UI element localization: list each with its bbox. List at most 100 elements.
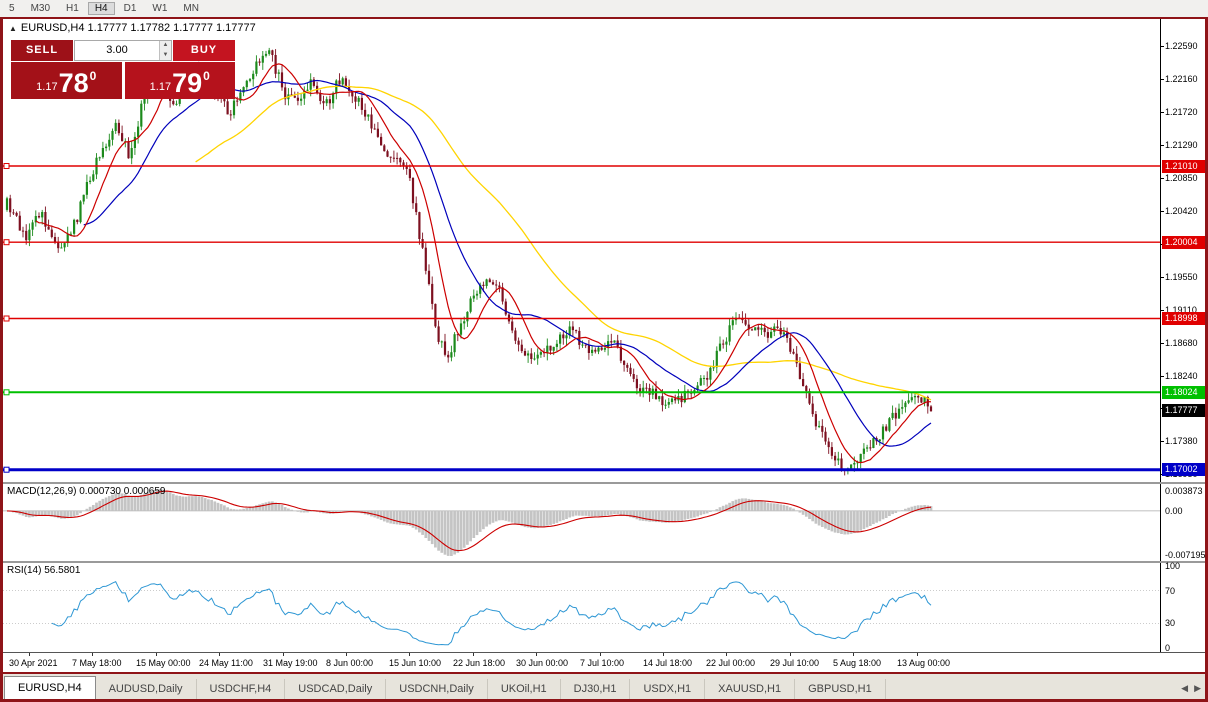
buy-button[interactable]: BUY bbox=[173, 40, 235, 61]
time-tick bbox=[790, 653, 791, 656]
chart-window-frame: 1.22590 1.22160 1.21720 1.21290 1.20850 1.204… bbox=[0, 17, 1208, 702]
time-label: 22 Jul 00:00 bbox=[706, 658, 756, 668]
price-tick-label: 1.22160 bbox=[1165, 74, 1198, 84]
macd-axis-label: 0.003873 bbox=[1165, 486, 1203, 496]
buy-price-display[interactable]: 1.17 79 0 bbox=[124, 62, 235, 99]
rsi-axis-label: 70 bbox=[1165, 586, 1176, 596]
timeframe-button-h4[interactable]: H4 bbox=[87, 2, 115, 15]
tab-scroll-right-icon[interactable]: ▶ bbox=[1194, 683, 1201, 693]
chart-title: EURUSD,H4 1.17777 1.17782 1.17777 1.1777… bbox=[20, 22, 256, 34]
chart-tab-ukoil-h1[interactable]: UKOil,H1 bbox=[488, 679, 561, 699]
volume-up-button[interactable]: ▲ bbox=[160, 41, 171, 51]
macd-name: MACD(12,26,9) bbox=[7, 486, 77, 497]
price-tick bbox=[1161, 211, 1164, 212]
buy-price-figure: 1.17 bbox=[149, 81, 172, 93]
timeframe-button-w1[interactable]: W1 bbox=[152, 3, 168, 14]
chart-tab-usdcnh-daily[interactable]: USDCNH,Daily bbox=[386, 679, 488, 699]
chart-tab-usdcad-daily[interactable]: USDCAD,Daily bbox=[285, 679, 387, 699]
timeframe-button-mn[interactable]: MN bbox=[183, 3, 199, 14]
macd-chart[interactable] bbox=[3, 484, 1160, 561]
price-tick-label: 1.17380 bbox=[1165, 436, 1198, 446]
chart-tab-usdchf-h4[interactable]: USDCHF,H4 bbox=[197, 679, 286, 699]
price-chart-pane[interactable]: 1.22590 1.22160 1.21720 1.21290 1.20850 1.204… bbox=[3, 19, 1205, 482]
time-axis: 30 Apr 2021 7 May 18:00 15 May 00:00 24 May… bbox=[3, 653, 1205, 672]
time-tick bbox=[29, 653, 30, 656]
chart-tab-audusd-daily[interactable]: AUDUSD,Daily bbox=[96, 679, 197, 699]
sell-button[interactable]: SELL bbox=[11, 40, 73, 61]
sell-price-display[interactable]: 1.17 78 0 bbox=[11, 62, 122, 99]
chart-tab-usdx-h1[interactable]: USDX,H1 bbox=[630, 679, 706, 699]
chart-macd-splitter[interactable] bbox=[3, 482, 1205, 484]
buy-price-point: 0 bbox=[203, 69, 210, 83]
price-tick bbox=[1161, 376, 1164, 377]
volume-value[interactable]: 3.00 bbox=[106, 44, 128, 56]
time-label: 30 Apr 2021 bbox=[9, 658, 58, 668]
price-tick bbox=[1161, 310, 1164, 311]
time-tick bbox=[600, 653, 601, 656]
time-label: 15 May 00:00 bbox=[136, 658, 191, 668]
time-tick bbox=[346, 653, 347, 656]
time-axis-divider bbox=[3, 652, 1205, 653]
price-tick-label: 1.18240 bbox=[1165, 371, 1198, 381]
timeframe-toolbar: 5 M30 H1 H4 D1 W1 MN bbox=[0, 0, 1208, 17]
time-label: 30 Jun 00:00 bbox=[516, 658, 569, 668]
time-tick bbox=[853, 653, 854, 656]
rsi-indicator-label: RSI(14) 56.5801 bbox=[7, 565, 80, 576]
level-price-badge: 1.21010 bbox=[1162, 160, 1205, 173]
timeframe-button-d1[interactable]: D1 bbox=[123, 3, 137, 14]
rsi-chart[interactable] bbox=[3, 563, 1160, 652]
volume-input[interactable]: 3.00 ▲ ▼ bbox=[74, 40, 172, 61]
time-tick bbox=[536, 653, 537, 656]
rsi-name: RSI(14) bbox=[7, 565, 42, 576]
one-click-toggle-icon[interactable]: ▲ bbox=[9, 23, 17, 33]
candlestick-chart[interactable] bbox=[3, 19, 1160, 482]
tab-scroll-buttons: ◀ ▶ bbox=[1181, 683, 1201, 694]
price-tick bbox=[1161, 343, 1164, 344]
price-tick bbox=[1161, 441, 1164, 442]
volume-down-button[interactable]: ▼ bbox=[160, 50, 171, 60]
level-price-badge: 1.18998 bbox=[1162, 312, 1205, 325]
price-axis: 1.22590 1.22160 1.21720 1.21290 1.20850 1.204… bbox=[1160, 19, 1205, 482]
level-price-badge: 1.18024 bbox=[1162, 386, 1205, 399]
chart-tab-eurusd-h4[interactable]: EURUSD,H4 bbox=[4, 676, 96, 699]
level-price-badge: 1.20004 bbox=[1162, 236, 1205, 249]
rsi-pane[interactable]: 100 70 30 0 RSI(14) 56.5801 bbox=[3, 561, 1205, 653]
time-tick bbox=[663, 653, 664, 656]
price-tick-label: 1.19110 bbox=[1165, 305, 1197, 315]
time-label: 24 May 11:00 bbox=[199, 658, 253, 668]
red-divider bbox=[3, 672, 1205, 674]
timeframe-button-5[interactable]: 5 bbox=[9, 3, 15, 14]
price-tick-label: 1.21290 bbox=[1165, 140, 1198, 150]
time-tick bbox=[409, 653, 410, 656]
time-tick bbox=[726, 653, 727, 656]
time-tick bbox=[219, 653, 220, 656]
tab-scroll-left-icon[interactable]: ◀ bbox=[1181, 683, 1189, 693]
time-label: 7 Jul 10:00 bbox=[580, 658, 625, 668]
timeframe-button-h1[interactable]: H1 bbox=[66, 3, 79, 14]
price-tick-label: 1.20420 bbox=[1165, 206, 1198, 216]
timeframe-button-m30[interactable]: M30 bbox=[30, 3, 51, 14]
chart-tab-gbpusd-h1[interactable]: GBPUSD,H1 bbox=[795, 679, 886, 699]
time-label: 5 Aug 18:00 bbox=[833, 658, 882, 668]
sell-price-figure: 1.17 bbox=[36, 81, 58, 93]
time-label: 15 Jun 10:00 bbox=[389, 658, 442, 668]
macd-axis: 0.003873 0.00 -0.007195 bbox=[1160, 484, 1206, 561]
price-tick-label: 1.21720 bbox=[1165, 107, 1198, 117]
chart-header: ▲ EURUSD,H4 1.17777 1.17782 1.17777 1.17… bbox=[9, 22, 256, 34]
rsi-value: 56.5801 bbox=[44, 565, 81, 576]
time-tick bbox=[917, 653, 918, 656]
current-price-badge: 1.17777 bbox=[1162, 404, 1205, 417]
macd-pane[interactable]: 0.003873 0.00 -0.007195 MACD(12,26,9) 0.00… bbox=[3, 484, 1206, 561]
macd-axis-label: 0.00 bbox=[1165, 506, 1183, 516]
one-click-trading-panel: SELL 3.00 ▲ ▼ BUY 1.17 78 0 bbox=[11, 40, 235, 99]
rsi-axis-label: 0 bbox=[1165, 643, 1171, 653]
time-tick bbox=[156, 653, 157, 656]
chart-tab-xauusd-h1[interactable]: XAUUSD,H1 bbox=[705, 679, 796, 699]
macd-rsi-splitter[interactable] bbox=[3, 561, 1205, 563]
price-tick bbox=[1161, 145, 1164, 146]
time-tick bbox=[473, 653, 474, 656]
price-tick bbox=[1161, 178, 1164, 179]
price-tick-label: 1.22590 bbox=[1165, 41, 1198, 51]
chart-tab-dj30-h1[interactable]: DJ30,H1 bbox=[561, 679, 631, 699]
time-label: 29 Jul 10:00 bbox=[770, 658, 820, 668]
